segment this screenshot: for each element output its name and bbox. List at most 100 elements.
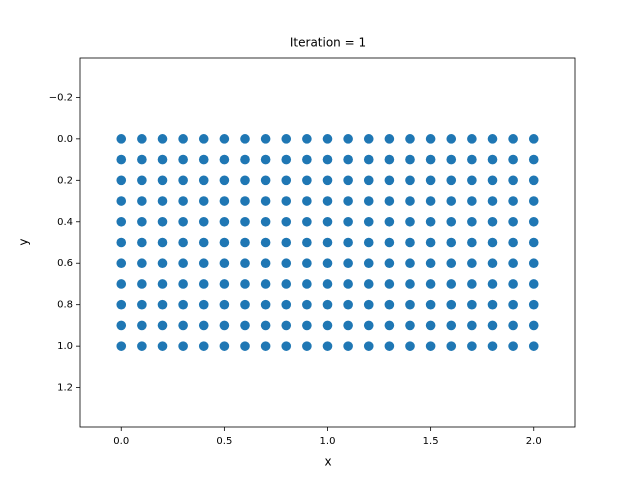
point bbox=[178, 320, 188, 331]
point bbox=[281, 299, 292, 310]
point bbox=[446, 299, 457, 310]
point bbox=[157, 154, 168, 165]
point bbox=[302, 237, 312, 248]
point bbox=[302, 216, 312, 227]
point bbox=[343, 341, 353, 351]
point bbox=[363, 299, 374, 310]
plot-frame bbox=[79, 57, 576, 428]
point bbox=[281, 320, 292, 331]
point bbox=[405, 341, 415, 351]
point bbox=[528, 175, 539, 186]
point bbox=[425, 134, 436, 144]
point bbox=[467, 154, 477, 165]
point bbox=[137, 175, 147, 186]
point bbox=[198, 299, 209, 310]
point bbox=[363, 320, 374, 331]
point bbox=[322, 196, 333, 206]
point bbox=[260, 341, 271, 351]
point bbox=[425, 299, 436, 310]
point bbox=[157, 196, 168, 206]
point bbox=[343, 134, 353, 144]
point bbox=[281, 216, 292, 227]
point bbox=[281, 237, 292, 248]
y-tick-label: 0.0 bbox=[57, 134, 73, 145]
point bbox=[219, 341, 230, 351]
x-tick-label: 0.5 bbox=[216, 436, 232, 447]
point bbox=[198, 196, 209, 206]
point bbox=[528, 279, 539, 289]
point bbox=[446, 134, 457, 144]
point bbox=[508, 320, 518, 331]
point bbox=[137, 196, 147, 206]
point bbox=[116, 320, 127, 331]
point bbox=[198, 134, 209, 144]
point bbox=[116, 341, 127, 351]
point bbox=[487, 154, 498, 165]
point bbox=[219, 320, 230, 331]
point bbox=[425, 196, 436, 206]
point bbox=[281, 258, 292, 269]
point bbox=[198, 320, 209, 331]
point bbox=[219, 279, 230, 289]
point bbox=[137, 216, 147, 227]
point bbox=[137, 237, 147, 248]
point bbox=[116, 175, 127, 186]
point bbox=[467, 258, 477, 269]
point bbox=[405, 237, 415, 248]
point bbox=[487, 258, 498, 269]
point bbox=[198, 258, 209, 269]
point bbox=[137, 258, 147, 269]
point bbox=[446, 175, 457, 186]
point bbox=[157, 134, 168, 144]
point bbox=[116, 258, 127, 269]
point bbox=[425, 258, 436, 269]
point bbox=[384, 258, 395, 269]
point bbox=[446, 279, 457, 289]
point bbox=[487, 237, 498, 248]
point bbox=[363, 341, 374, 351]
point bbox=[343, 175, 353, 186]
point bbox=[405, 175, 415, 186]
point bbox=[446, 320, 457, 331]
point bbox=[116, 154, 127, 165]
point bbox=[281, 134, 292, 144]
point bbox=[528, 154, 539, 165]
point bbox=[302, 258, 312, 269]
point bbox=[240, 299, 250, 310]
point bbox=[363, 175, 374, 186]
point bbox=[446, 196, 457, 206]
point bbox=[467, 279, 477, 289]
point bbox=[508, 237, 518, 248]
point bbox=[198, 237, 209, 248]
point bbox=[302, 299, 312, 310]
point bbox=[178, 279, 188, 289]
point bbox=[508, 154, 518, 165]
point bbox=[322, 299, 333, 310]
point bbox=[363, 237, 374, 248]
point bbox=[260, 279, 271, 289]
point bbox=[467, 175, 477, 186]
point bbox=[322, 258, 333, 269]
point bbox=[487, 196, 498, 206]
point bbox=[240, 216, 250, 227]
point bbox=[240, 175, 250, 186]
point bbox=[260, 196, 271, 206]
point bbox=[116, 299, 127, 310]
point bbox=[508, 341, 518, 351]
point bbox=[178, 175, 188, 186]
point bbox=[384, 216, 395, 227]
point bbox=[281, 175, 292, 186]
point bbox=[260, 154, 271, 165]
point bbox=[363, 279, 374, 289]
point bbox=[322, 279, 333, 289]
point bbox=[384, 175, 395, 186]
point bbox=[116, 216, 127, 227]
point bbox=[219, 134, 230, 144]
point bbox=[487, 341, 498, 351]
point bbox=[322, 154, 333, 165]
point bbox=[240, 196, 250, 206]
point bbox=[384, 134, 395, 144]
point bbox=[343, 299, 353, 310]
